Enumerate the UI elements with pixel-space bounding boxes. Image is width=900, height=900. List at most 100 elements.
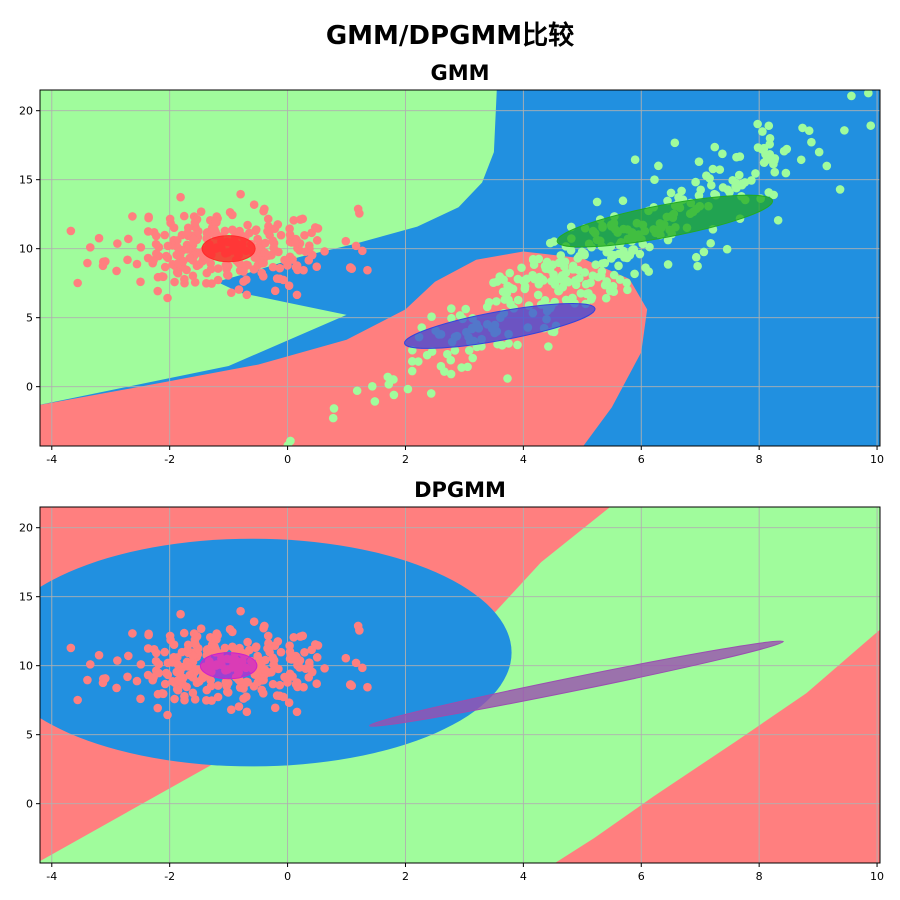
scatter-point	[276, 230, 286, 240]
scatter-point	[284, 281, 294, 290]
scatter-point	[528, 270, 537, 280]
y-tick-label: 0	[26, 381, 33, 394]
x-tick-label: 2	[402, 870, 409, 883]
scatter-point	[210, 642, 219, 651]
scatter-point	[614, 261, 623, 271]
scatter-point	[257, 685, 267, 695]
scatter-point	[781, 168, 791, 178]
scatter-point	[239, 684, 248, 693]
scatter-point	[503, 374, 512, 383]
scatter-point	[242, 677, 251, 687]
scatter-point	[403, 384, 413, 394]
scatter-point	[304, 256, 314, 265]
scatter-point	[190, 695, 200, 704]
scatter-point	[183, 645, 192, 655]
x-tick-label: 10	[870, 870, 884, 883]
component-ellipse	[369, 640, 784, 727]
scatter-point	[263, 631, 273, 641]
scatter-point	[299, 265, 308, 275]
scatter-point	[160, 262, 170, 272]
scatter-point	[136, 243, 146, 252]
scatter-point	[300, 231, 309, 240]
scatter-point	[183, 662, 193, 671]
scatter-point	[341, 653, 351, 663]
scatter-point	[234, 285, 244, 294]
scatter-point	[608, 281, 618, 291]
x-tick-label: 10	[870, 453, 884, 466]
scatter-point	[221, 260, 231, 270]
scatter-point	[258, 259, 267, 268]
scatter-point	[253, 651, 262, 661]
scatter-point	[83, 675, 92, 685]
scatter-point	[601, 293, 611, 303]
scatter-point	[265, 643, 274, 653]
scatter-point	[358, 246, 367, 256]
scatter-point	[249, 617, 259, 626]
scatter-point	[188, 651, 198, 661]
scatter-point	[182, 682, 191, 692]
scatter-point	[151, 231, 161, 241]
scatter-point	[597, 267, 607, 276]
scatter-point	[222, 270, 232, 280]
scatter-point	[201, 279, 211, 288]
scatter-point	[132, 259, 142, 269]
scatter-point	[94, 233, 104, 243]
scatter-point	[759, 158, 769, 167]
scatter-point	[188, 688, 198, 698]
scatter-point	[562, 276, 572, 286]
scatter-point	[290, 238, 300, 247]
scatter-point	[320, 247, 329, 256]
scatter-point	[517, 263, 526, 273]
scatter-point	[770, 167, 780, 177]
scatter-point	[864, 90, 873, 98]
y-tick-label: 15	[19, 591, 33, 604]
scatter-point	[157, 272, 167, 281]
scatter-point	[370, 397, 380, 406]
scatter-point	[260, 204, 269, 214]
y-tick-label: 5	[26, 312, 33, 325]
scatter-point	[300, 648, 309, 657]
scatter-point	[715, 165, 725, 174]
scatter-point	[228, 642, 237, 652]
scatter-point	[163, 253, 173, 263]
scatter-point	[628, 246, 638, 256]
scatter-point	[328, 413, 338, 423]
scatter-point	[804, 126, 814, 136]
scatter-point	[499, 275, 508, 284]
x-tick-label: 6	[638, 870, 645, 883]
dpgmm-panel: DPGMM -4 -2 0 2 4 6 8 10 0 5 10 15 20	[19, 478, 884, 883]
scatter-point	[545, 265, 555, 274]
scatter-point	[413, 357, 423, 366]
scatter-point	[283, 261, 292, 270]
scatter-point	[538, 275, 547, 284]
scatter-point	[520, 284, 530, 294]
x-tick-label: 0	[284, 453, 291, 466]
scatter-point	[173, 243, 182, 252]
scatter-point	[273, 220, 283, 229]
scatter-point	[190, 278, 200, 287]
scatter-point	[533, 290, 543, 300]
scatter-point	[260, 621, 269, 631]
scatter-point	[284, 698, 294, 707]
scatter-point	[253, 234, 262, 244]
scatter-point	[112, 266, 121, 276]
scatter-point	[85, 660, 95, 669]
scatter-point	[888, 111, 897, 120]
scatter-point	[614, 249, 624, 259]
plot-area	[40, 90, 880, 446]
scatter-point	[559, 258, 568, 268]
scatter-point	[847, 91, 856, 101]
scatter-point	[569, 264, 579, 274]
scatter-point	[101, 674, 110, 683]
scatter-point	[179, 628, 189, 638]
scatter-point	[341, 236, 351, 246]
scatter-point	[160, 679, 170, 689]
scatter-point	[329, 404, 339, 413]
scatter-point	[235, 643, 244, 653]
scatter-point	[351, 658, 361, 668]
scatter-point	[447, 313, 456, 323]
scatter-point	[124, 234, 133, 244]
component-ellipse	[201, 235, 256, 263]
scatter-point	[770, 154, 780, 163]
